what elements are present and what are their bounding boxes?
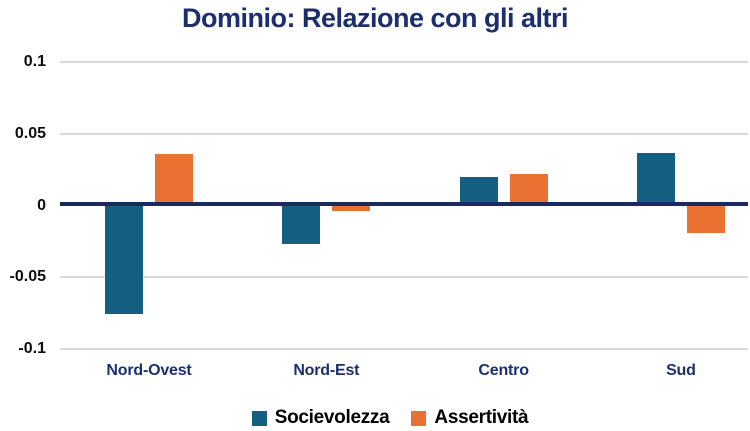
y-axis-tick-label: 0.1 [23,53,46,71]
chart-title: Dominio: Relazione con gli altri [181,3,569,33]
category-label-sud: Sud [666,362,696,379]
legend-label-socievolezza: Socievolezza [274,407,390,428]
legend-item-socievolezza: Socievolezza [251,407,390,429]
category-label-centro: Centro [478,362,529,379]
y-axis-tick-label: -0.1 [18,339,46,357]
legend: Socievolezza Assertività [0,407,750,429]
bar-assertivita-centro [509,173,548,206]
y-axis-tick-label: 0.05 [14,124,46,142]
gridline [60,347,748,350]
y-axis-tick-label: 0 [37,196,46,214]
zero-axis-line [60,201,748,206]
legend-swatch-assertivita [411,410,427,426]
category-label-nord-ovest: Nord-Ovest [106,362,192,379]
legend-item-assertivita: Assertività [411,407,529,429]
bar-socievolezza-centro [459,176,498,206]
bar-socievolezza-nord-ovest [105,205,143,315]
legend-label-assertivita: Assertività [434,407,529,428]
gridline [60,132,748,135]
legend-swatch-socievolezza [251,410,267,426]
gridline [60,276,748,279]
bar-socievolezza-sud [636,152,675,206]
bar-assertivita-nord-ovest [155,153,193,206]
bar-assertivita-sud [686,205,725,233]
y-axis-tick-label: -0.05 [9,268,46,286]
bar-assertivita-nord-est [332,205,371,212]
category-label-nord-est: Nord-Est [293,362,360,379]
gridline [60,61,748,64]
bar-socievolezza-nord-est [282,205,321,245]
